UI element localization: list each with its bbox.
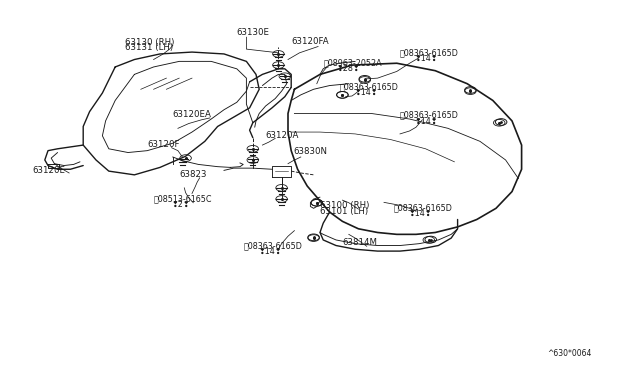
Text: 63120E: 63120E (32, 166, 65, 175)
Text: 63823: 63823 (179, 170, 207, 179)
Text: 63131 (LH): 63131 (LH) (125, 43, 173, 52)
Text: 63130 (RH): 63130 (RH) (125, 38, 174, 46)
Text: Ⓢ08363-6165D: Ⓢ08363-6165D (400, 49, 459, 58)
Text: 63830N: 63830N (293, 147, 327, 156)
Text: 63120F: 63120F (147, 140, 180, 149)
Text: Ⓢ08363-6165D: Ⓢ08363-6165D (400, 111, 459, 120)
Text: ^630*0064: ^630*0064 (547, 349, 591, 358)
Text: 63101 (LH): 63101 (LH) (320, 207, 368, 216)
Text: 63100 (RH): 63100 (RH) (320, 201, 369, 210)
Text: ❢2❢: ❢2❢ (172, 200, 190, 209)
Text: Ⓢ08363-6165D: Ⓢ08363-6165D (243, 241, 302, 250)
Text: ❢14❢: ❢14❢ (408, 209, 432, 218)
Text: ❢28❢: ❢28❢ (336, 64, 360, 73)
Text: 63120A: 63120A (266, 131, 299, 140)
Text: ❢14❢: ❢14❢ (258, 247, 282, 256)
Text: ⓝ08963-2052A: ⓝ08963-2052A (323, 59, 382, 68)
Text: ❢14❢: ❢14❢ (415, 116, 438, 125)
Text: Ⓢ08513-6165C: Ⓢ08513-6165C (154, 195, 212, 203)
Text: 63120EA: 63120EA (173, 110, 212, 119)
Text: ❢14❢: ❢14❢ (354, 88, 378, 97)
Text: 63130E: 63130E (237, 28, 270, 37)
Text: 63814M: 63814M (342, 238, 378, 247)
Text: Ⓢ08363-6165D: Ⓢ08363-6165D (394, 203, 452, 212)
Text: 63120FA: 63120FA (291, 38, 329, 46)
Text: ❢14❢: ❢14❢ (415, 54, 438, 63)
Text: Ⓢ08363-6165D: Ⓢ08363-6165D (339, 82, 398, 91)
